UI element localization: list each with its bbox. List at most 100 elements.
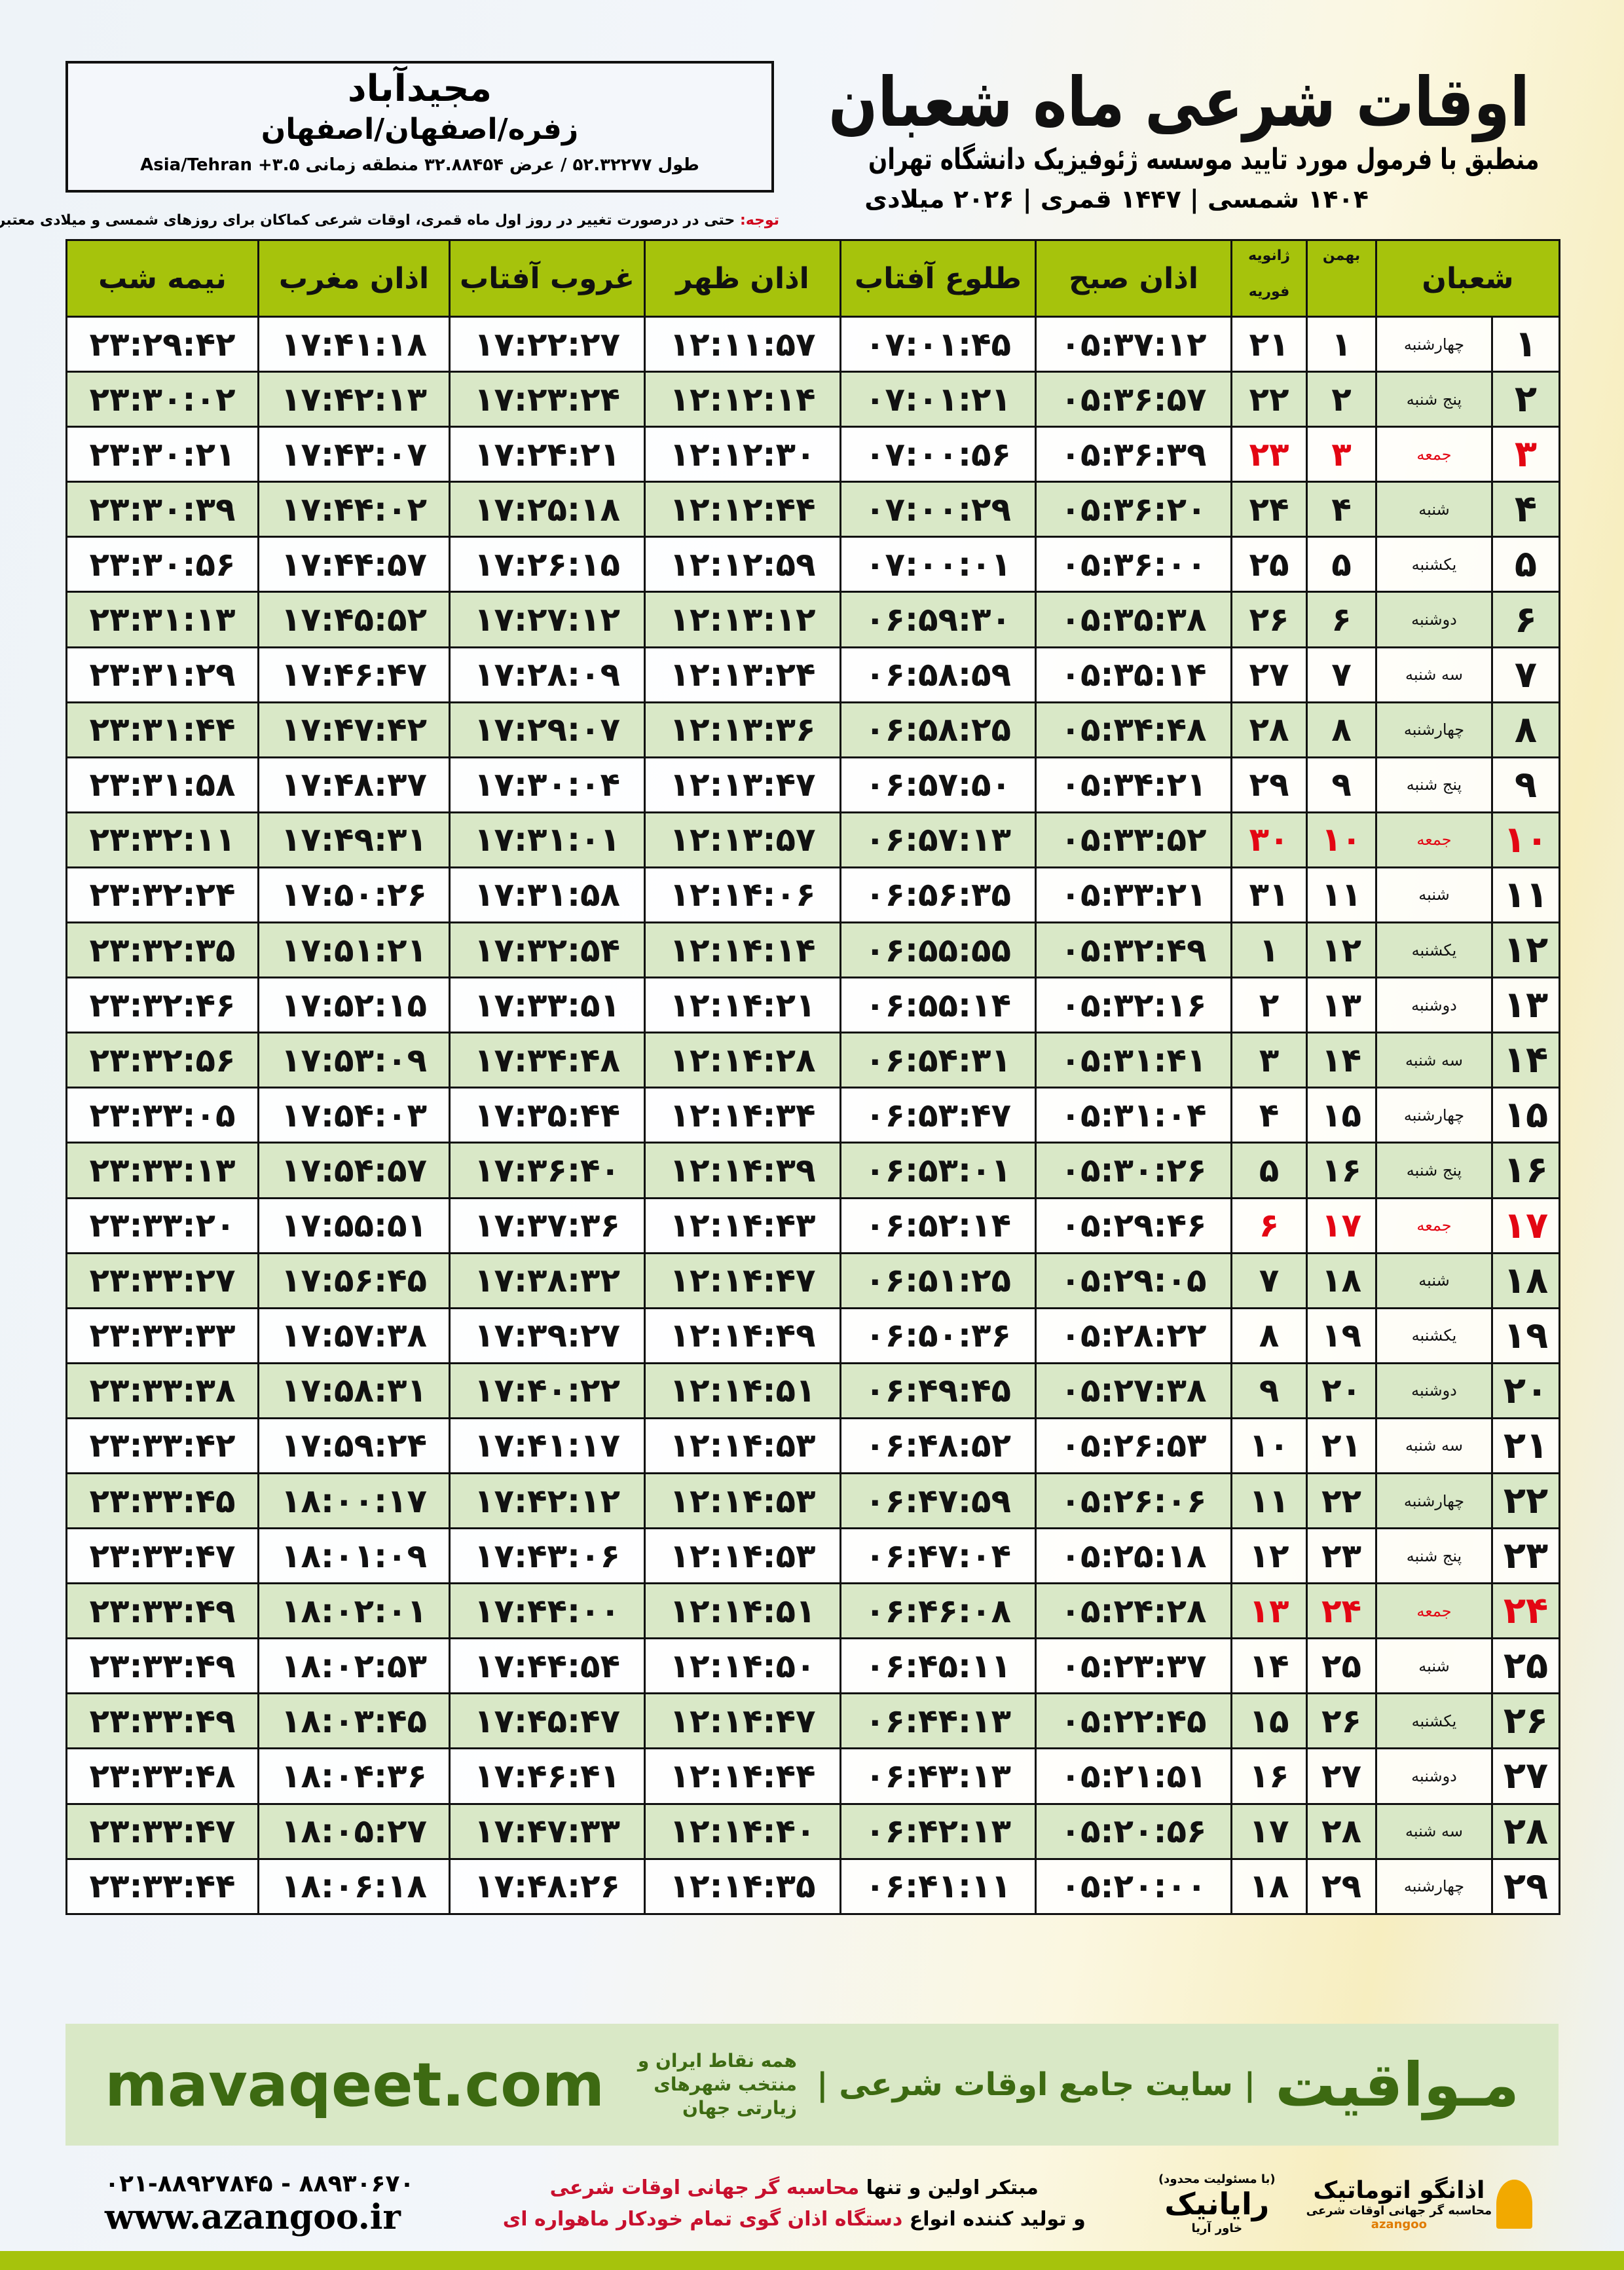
weekday: چهارشنبه bbox=[1375, 1087, 1493, 1144]
maghrib-time: ۱۸:۰۳:۴۵ bbox=[257, 1692, 451, 1750]
table-row: ۲۰ دوشنبه ۲۰ ۹ ۰۵:۲۷:۳۸ ۰۶:۴۹:۴۵ ۱۲:۱۴:۵۱ ۱۷:۴۰… bbox=[65, 1362, 1560, 1419]
sobh-time: ۰۵:۲۲:۴۵ bbox=[1035, 1692, 1232, 1750]
promo-text: مبتکر اولین و تنها محاسبه گر جهانی اوقات… bbox=[456, 2172, 1132, 2235]
gregorian-day: ۲۳ bbox=[1230, 426, 1308, 483]
zohr-time: ۱۲:۱۴:۴۴ bbox=[644, 1747, 841, 1805]
table-row: ۱۷ جمعه ۱۷ ۶ ۰۵:۲۹:۴۶ ۰۶:۵۲:۱۴ ۱۲:۱۴:۴۳ ۱۷:۳۷:۳… bbox=[65, 1197, 1560, 1254]
bahman-day: ۷ bbox=[1306, 646, 1377, 703]
mavaqeet-url[interactable]: mavaqeet.com bbox=[105, 2049, 605, 2120]
tolu-time: ۰۶:۵۸:۵۹ bbox=[840, 646, 1037, 703]
mavaqeet-logo: مـواقیت bbox=[1275, 2049, 1519, 2120]
maghrib-time: ۱۷:۴۷:۴۲ bbox=[257, 701, 451, 758]
sobh-time: ۰۵:۳۶:۳۹ bbox=[1035, 426, 1232, 483]
maghrib-time: ۱۷:۵۴:۰۳ bbox=[257, 1087, 451, 1144]
zohr-time: ۱۲:۱۴:۵۱ bbox=[644, 1362, 841, 1419]
bahman-day: ۱۵ bbox=[1306, 1087, 1377, 1144]
sobh-time: ۰۵:۳۰:۲۶ bbox=[1035, 1142, 1232, 1199]
bahman-day: ۲۴ bbox=[1306, 1582, 1377, 1640]
ghorub-time: ۱۷:۴۱:۱۷ bbox=[449, 1417, 646, 1474]
ghorub-time: ۱۷:۳۱:۵۸ bbox=[449, 866, 646, 924]
gregorian-day: ۳ bbox=[1230, 1032, 1308, 1089]
tolu-time: ۰۶:۵۸:۲۵ bbox=[840, 701, 1037, 758]
zohr-time: ۱۲:۱۱:۵۷ bbox=[644, 315, 841, 373]
ghorub-time: ۱۷:۴۶:۴۱ bbox=[449, 1747, 646, 1805]
weekday: یکشنبه bbox=[1375, 536, 1493, 593]
maghrib-time: ۱۸:۰۲:۰۱ bbox=[257, 1582, 451, 1640]
gregorian-day: ۱۰ bbox=[1230, 1417, 1308, 1474]
tolu-time: ۰۶:۵۱:۲۵ bbox=[840, 1252, 1037, 1309]
header-ghorub: غروب آفتاب bbox=[449, 239, 646, 318]
zohr-time: ۱۲:۱۳:۳۶ bbox=[644, 701, 841, 758]
ghorub-time: ۱۷:۳۴:۴۸ bbox=[449, 1032, 646, 1089]
azangoo-logo: اذانگو اتوماتیک محاسبه گر جهانی اوقات شر… bbox=[1301, 2177, 1496, 2231]
table-row: ۱ چهارشنبه ۱ ۲۱ ۰۵:۳۷:۱۲ ۰۷:۰۱:۴۵ ۱۲:۱۱:۵۷ ۱۷:۲… bbox=[65, 315, 1560, 373]
zohr-time: ۱۲:۱۲:۵۹ bbox=[644, 536, 841, 593]
banner-slogan: | سایت جامع اوقات شرعی | bbox=[816, 2066, 1256, 2103]
ghorub-time: ۱۷:۴۴:۰۰ bbox=[449, 1582, 646, 1640]
nimeh-time: ۲۳:۳۲:۳۵ bbox=[65, 921, 259, 979]
maghrib-time: ۱۷:۴۶:۴۷ bbox=[257, 646, 451, 703]
nimeh-time: ۲۳:۳۳:۴۸ bbox=[65, 1747, 259, 1805]
gregorian-day: ۹ bbox=[1230, 1362, 1308, 1419]
weekday: دوشنبه bbox=[1375, 1747, 1493, 1805]
promo-line1-b: محاسبه گر جهانی اوقات شرعی bbox=[549, 2176, 860, 2199]
weekday: جمعه bbox=[1375, 811, 1493, 868]
tolu-time: ۰۶:۴۱:۱۱ bbox=[840, 1857, 1037, 1915]
tolu-time: ۰۷:۰۰:۵۶ bbox=[840, 426, 1037, 483]
tolu-time: ۰۶:۴۸:۵۲ bbox=[840, 1417, 1037, 1474]
day-number: ۲۵ bbox=[1491, 1637, 1560, 1695]
gregorian-day: ۵ bbox=[1230, 1142, 1308, 1199]
zohr-time: ۱۲:۱۴:۲۱ bbox=[644, 977, 841, 1034]
sobh-time: ۰۵:۳۷:۱۲ bbox=[1035, 315, 1232, 373]
zohr-time: ۱۲:۱۳:۴۷ bbox=[644, 756, 841, 813]
promo-line2-a: و تولید کننده انواع bbox=[902, 2208, 1086, 2231]
zohr-time: ۱۲:۱۴:۵۱ bbox=[644, 1582, 841, 1640]
weekday: چهارشنبه bbox=[1375, 1857, 1493, 1915]
tolu-time: ۰۶:۵۹:۳۰ bbox=[840, 591, 1037, 648]
gregorian-day: ۸ bbox=[1230, 1307, 1308, 1364]
nimeh-time: ۲۳:۲۹:۴۲ bbox=[65, 315, 259, 373]
day-number: ۱۲ bbox=[1491, 921, 1560, 979]
gregorian-day: ۳۱ bbox=[1230, 866, 1308, 924]
day-number: ۶ bbox=[1491, 591, 1560, 648]
ghorub-time: ۱۷:۳۶:۴۰ bbox=[449, 1142, 646, 1199]
zohr-time: ۱۲:۱۴:۴۹ bbox=[644, 1307, 841, 1364]
nimeh-time: ۲۳:۳۲:۱۱ bbox=[65, 811, 259, 868]
zohr-time: ۱۲:۱۴:۵۳ bbox=[644, 1417, 841, 1474]
bahman-day: ۲۸ bbox=[1306, 1802, 1377, 1860]
mosque-dome-icon bbox=[1496, 2179, 1532, 2229]
bahman-day: ۲۹ bbox=[1306, 1857, 1377, 1915]
day-number: ۱۸ bbox=[1491, 1252, 1560, 1309]
bahman-day: ۱۹ bbox=[1306, 1307, 1377, 1364]
zohr-time: ۱۲:۱۴:۱۴ bbox=[644, 921, 841, 979]
ghorub-time: ۱۷:۳۵:۴۴ bbox=[449, 1087, 646, 1144]
tolu-time: ۰۶:۵۵:۱۴ bbox=[840, 977, 1037, 1034]
ghorub-time: ۱۷:۴۴:۵۴ bbox=[449, 1637, 646, 1695]
sobh-time: ۰۵:۲۰:۵۶ bbox=[1035, 1802, 1232, 1860]
ghorub-time: ۱۷:۲۵:۱۸ bbox=[449, 481, 646, 538]
nimeh-time: ۲۳:۳۳:۲۷ bbox=[65, 1252, 259, 1309]
table-row: ۱۸ شنبه ۱۸ ۷ ۰۵:۲۹:۰۵ ۰۶:۵۱:۲۵ ۱۲:۱۴:۴۷ ۱۷:۳۸:۳… bbox=[65, 1252, 1560, 1309]
tolu-time: ۰۶:۴۶:۰۸ bbox=[840, 1582, 1037, 1640]
bahman-day: ۲۱ bbox=[1306, 1417, 1377, 1474]
gregorian-day: ۲۱ bbox=[1230, 315, 1308, 373]
table-row: ۱۱ شنبه ۱۱ ۳۱ ۰۵:۳۳:۲۱ ۰۶:۵۶:۳۵ ۱۲:۱۴:۰۶ ۱۷:۳۱:… bbox=[65, 866, 1560, 924]
tolu-time: ۰۶:۴۵:۱۱ bbox=[840, 1637, 1037, 1695]
sobh-time: ۰۵:۲۸:۲۲ bbox=[1035, 1307, 1232, 1364]
azangoo-url[interactable]: www.azangoo.ir bbox=[105, 2197, 401, 2237]
ghorub-time: ۱۷:۳۷:۳۶ bbox=[449, 1197, 646, 1254]
nimeh-time: ۲۳:۳۳:۴۹ bbox=[65, 1582, 259, 1640]
maghrib-time: ۱۸:۰۲:۵۳ bbox=[257, 1637, 451, 1695]
table-row: ۶ دوشنبه ۶ ۲۶ ۰۵:۳۵:۳۸ ۰۶:۵۹:۳۰ ۱۲:۱۳:۱۲ ۱۷:۲۷:… bbox=[65, 591, 1560, 648]
zohr-time: ۱۲:۱۴:۴۳ bbox=[644, 1197, 841, 1254]
gregorian-day: ۳۰ bbox=[1230, 811, 1308, 868]
sobh-time: ۰۵:۳۳:۵۲ bbox=[1035, 811, 1232, 868]
rayanik-side: خاور آریا bbox=[1191, 2222, 1243, 2235]
bahman-day: ۱۴ bbox=[1306, 1032, 1377, 1089]
table-row: ۳ جمعه ۳ ۲۳ ۰۵:۳۶:۳۹ ۰۷:۰۰:۵۶ ۱۲:۱۲:۳۰ ۱۷:۲۴:۲۱… bbox=[65, 426, 1560, 483]
footer: ۰۲۱-۸۸۹۲۷۸۴۵ - ۸۸۹۳۰۶۷۰ www.azangoo.ir م… bbox=[65, 2158, 1559, 2250]
weekday: چهارشنبه bbox=[1375, 315, 1493, 373]
maghrib-time: ۱۷:۴۲:۱۳ bbox=[257, 371, 451, 428]
promo-line2-b: دستگاه اذان گوی تمام خودکار ماهواره ای bbox=[502, 2208, 903, 2231]
header-sobh: اذان صبح bbox=[1035, 239, 1232, 318]
